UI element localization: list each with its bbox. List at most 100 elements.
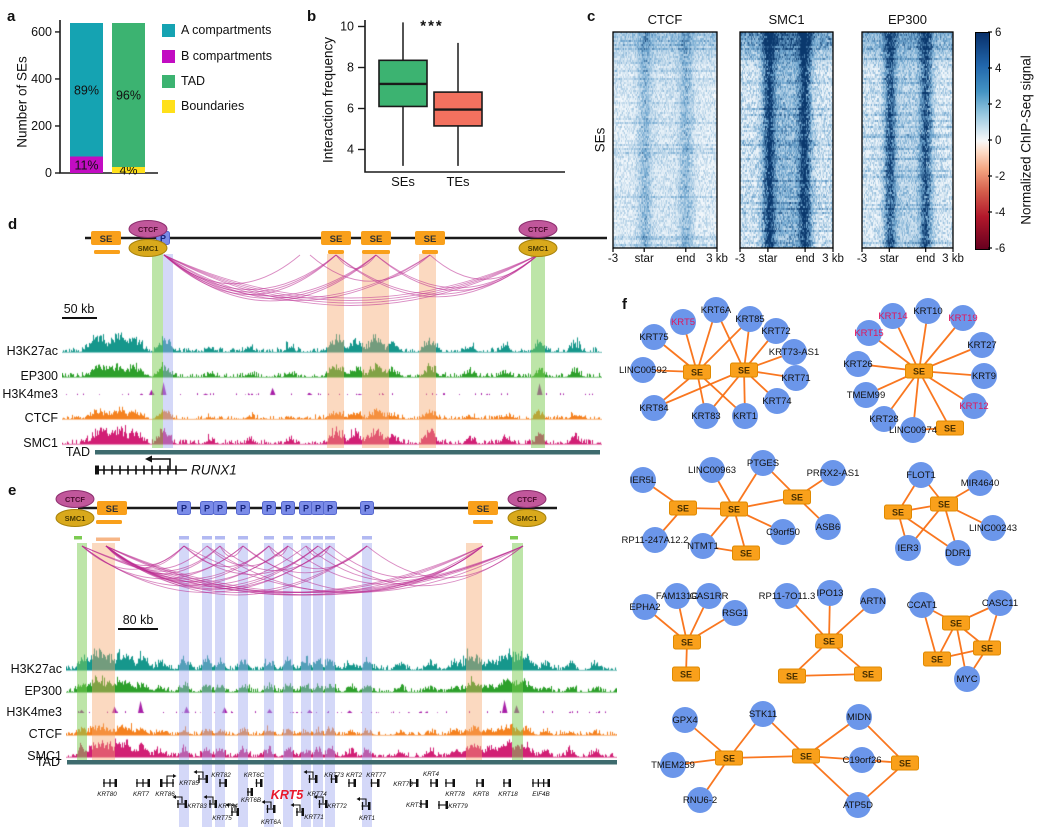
gene-exon bbox=[114, 779, 117, 787]
gene-node-label-ptges: PTGES bbox=[747, 458, 779, 469]
gene-node-label-linc00592: LINC00592 bbox=[619, 365, 667, 376]
smc1-oval-label: SMC1 bbox=[65, 514, 86, 523]
gene-label-krt3: KRT3 bbox=[406, 802, 422, 809]
network-edge bbox=[644, 606, 688, 643]
se-node-label: SE bbox=[691, 368, 703, 378]
y-tick-label: 0 bbox=[45, 166, 52, 180]
gene-node-label-krt6a: KRT6A bbox=[701, 305, 732, 316]
promoter-box bbox=[281, 501, 295, 515]
se-node-label: SE bbox=[738, 366, 750, 376]
gene-node-label-rp11-7o11.3: RP11-7O11.3 bbox=[759, 591, 816, 602]
gene-exon bbox=[236, 808, 239, 816]
gene-label-krt78: KRT78 bbox=[445, 791, 465, 798]
p-underbar bbox=[215, 536, 225, 540]
se-node-label: SE bbox=[680, 670, 692, 680]
network-edge bbox=[861, 759, 906, 764]
promoter-box-label: P bbox=[240, 504, 246, 514]
gene-exon bbox=[377, 779, 380, 787]
gene-exon bbox=[425, 800, 428, 808]
interaction-arc bbox=[105, 545, 289, 583]
interaction-arc bbox=[163, 254, 431, 299]
gene-node-label-stk11: STK11 bbox=[749, 709, 777, 720]
gene-node-label-ipo13: IPO13 bbox=[817, 588, 844, 599]
network-edge bbox=[943, 503, 994, 529]
network-edge bbox=[696, 371, 707, 417]
se-node-label: SE bbox=[899, 759, 911, 769]
se-node bbox=[783, 489, 811, 505]
gene-node bbox=[630, 467, 656, 493]
gene-node-label-krt74: KRT74 bbox=[762, 396, 791, 407]
legend-label: B compartments bbox=[181, 49, 272, 63]
x-tick-label: star bbox=[880, 253, 899, 265]
bar-percent-label: 89% bbox=[74, 83, 99, 97]
bar-segment-boundaries bbox=[112, 167, 145, 173]
gene-node-label-krt26: KRT26 bbox=[843, 359, 872, 370]
network-edge bbox=[912, 427, 951, 431]
bar-segment-b-compartments bbox=[70, 156, 103, 173]
network-3: SE SE SE SE IER5L LINC00963 PTGES PRRX2-AS1 C9or… bbox=[622, 450, 860, 561]
network-edge bbox=[796, 496, 829, 528]
gene-exon bbox=[214, 800, 217, 808]
network-8: SE SE SE GPX4 STK11 MIDN TMEM259 C19orf26 RNU6-2… bbox=[651, 701, 919, 818]
promoter-box bbox=[360, 501, 374, 515]
se-node-label: SE bbox=[931, 655, 943, 665]
interaction-arc bbox=[163, 254, 431, 301]
gene-exon bbox=[435, 779, 438, 787]
gene-node-label-krt10: KRT10 bbox=[913, 306, 942, 317]
gene-node bbox=[750, 701, 776, 727]
gene-node-label-prrx2-as1: PRRX2-AS1 bbox=[807, 468, 860, 479]
network-edge bbox=[897, 511, 959, 554]
se-box-label: SE bbox=[370, 234, 383, 245]
network-edge bbox=[936, 622, 957, 660]
network-edge bbox=[857, 762, 906, 806]
gene-node-label-rsg1: RSG1 bbox=[722, 608, 748, 619]
network-edge bbox=[955, 622, 988, 649]
se-node bbox=[936, 420, 964, 436]
interaction-arc bbox=[163, 254, 337, 295]
network-edge bbox=[943, 482, 981, 505]
p-underbar bbox=[362, 536, 372, 540]
gene-exon bbox=[547, 779, 550, 787]
gene-node-label-c9orf50: C9orf50 bbox=[766, 527, 800, 538]
gene-node-label-rp11-247a12.2: RP11-247A12.2 bbox=[622, 535, 689, 546]
p-underbar bbox=[179, 536, 189, 540]
panel-c-letter: c bbox=[587, 8, 596, 25]
se-node-label: SE bbox=[723, 754, 735, 764]
promoter-box-label: P bbox=[266, 504, 272, 514]
gene-node-label-krt71: KRT71 bbox=[781, 373, 810, 384]
network-edge bbox=[684, 719, 730, 759]
heatmap-title: CTCF bbox=[648, 12, 683, 27]
gene-node bbox=[703, 297, 729, 323]
legend-label: A compartments bbox=[181, 23, 271, 37]
network-edge bbox=[653, 369, 745, 409]
gene-node bbox=[815, 514, 841, 540]
network-edge bbox=[733, 496, 798, 510]
network-edge bbox=[858, 716, 906, 764]
p-underbar bbox=[325, 536, 335, 540]
gene-node bbox=[737, 306, 763, 332]
bar-percent-label: 11% bbox=[74, 158, 98, 172]
gene-node bbox=[630, 357, 656, 383]
interaction-arc bbox=[163, 254, 377, 299]
interaction-arc bbox=[163, 254, 377, 302]
interaction-arc bbox=[429, 254, 539, 280]
se-node-label: SE bbox=[938, 500, 950, 510]
legend-swatch bbox=[162, 50, 175, 63]
gene-node-label-tmem99: TMEM99 bbox=[847, 390, 886, 401]
network-edge bbox=[696, 309, 717, 373]
gene-exon bbox=[260, 779, 263, 787]
track-label-smc1: SMC1 bbox=[23, 436, 58, 450]
se-box-label: SE bbox=[100, 234, 113, 245]
gene-node bbox=[845, 792, 871, 818]
se-underbar bbox=[96, 520, 122, 524]
interaction-arc bbox=[81, 545, 289, 587]
legend-swatch bbox=[162, 75, 175, 88]
gene-exon bbox=[160, 779, 163, 787]
interaction-arc bbox=[375, 254, 539, 291]
gene-node-label-krt85: KRT85 bbox=[735, 314, 764, 325]
se-node bbox=[923, 651, 951, 667]
network-edge bbox=[791, 640, 830, 677]
gene-exon bbox=[481, 779, 484, 787]
track-label-ep300: EP300 bbox=[20, 369, 58, 383]
